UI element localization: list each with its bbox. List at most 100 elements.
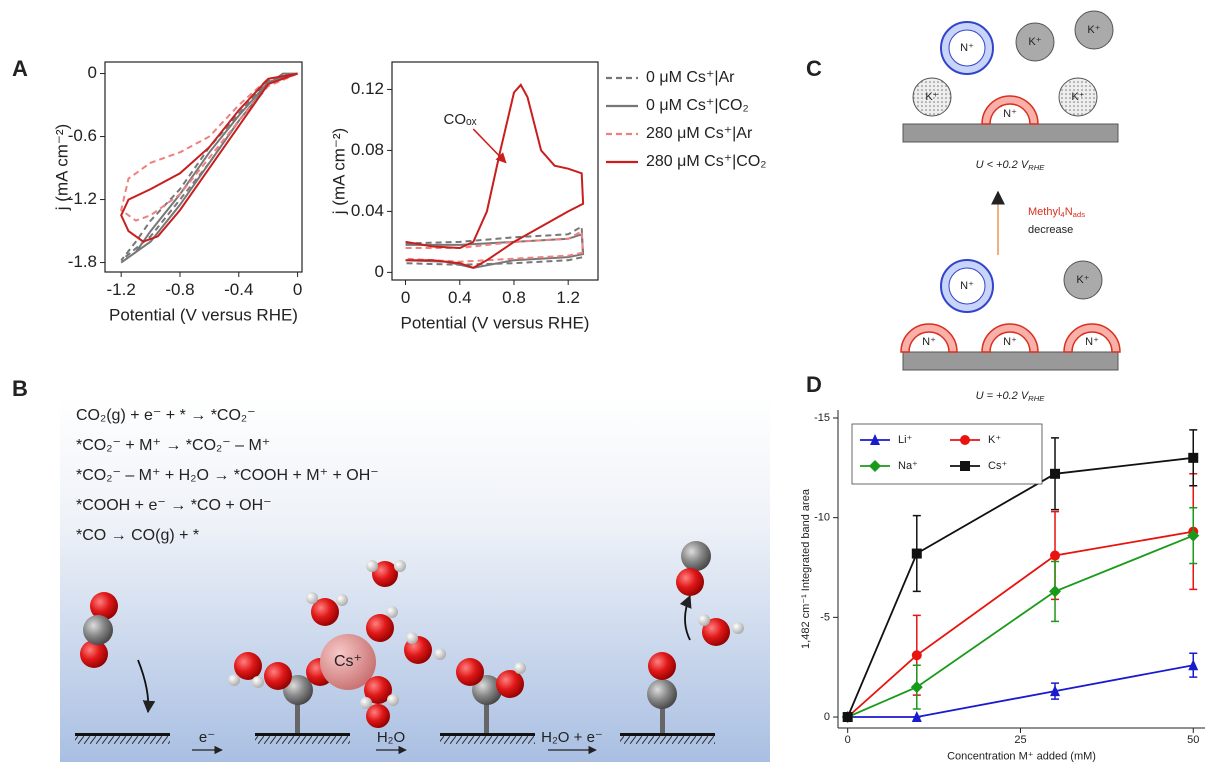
panel-label: D bbox=[806, 372, 822, 397]
marker bbox=[911, 711, 922, 723]
x-tick-label: 0 bbox=[401, 288, 410, 307]
legend-label: Cs⁺ bbox=[988, 460, 1007, 472]
x-axis-label: Potential (V versus RHE) bbox=[109, 306, 298, 325]
potential-label: U < +0.2 VRHE bbox=[976, 159, 1046, 172]
text-part: Methyl bbox=[1028, 206, 1060, 218]
y-tick-label: -0.6 bbox=[68, 126, 97, 145]
adsorbed-cation bbox=[1063, 323, 1121, 353]
x-tick-label: -1.2 bbox=[107, 280, 136, 299]
amine-label: N⁺ bbox=[960, 42, 974, 54]
x-axis-label: Concentration M⁺ added (mM) bbox=[947, 751, 1096, 763]
cation-label: Cs⁺ bbox=[334, 653, 362, 670]
y-tick-label: 0 bbox=[88, 63, 97, 82]
marker bbox=[911, 650, 922, 661]
amine-label: N⁺ bbox=[1003, 108, 1017, 120]
equation: *CO → CO(g) + * bbox=[76, 527, 199, 544]
x-tick-label: -0.8 bbox=[165, 280, 194, 299]
marker bbox=[1049, 585, 1062, 598]
legend-label: Na⁺ bbox=[898, 460, 918, 472]
text-part: U = +0.2 V bbox=[976, 390, 1030, 402]
legend-label: K⁺ bbox=[988, 434, 1001, 446]
equation: *CO₂⁻ – M⁺ + H₂O → *COOH + M⁺ + OH⁻ bbox=[76, 467, 379, 484]
x-tick-label: 0.8 bbox=[502, 288, 526, 307]
step-label: e⁻ bbox=[199, 729, 215, 746]
panel-label: A bbox=[12, 56, 28, 81]
subscript: RHE bbox=[1028, 163, 1045, 172]
x-tick-label: 0 bbox=[293, 280, 302, 299]
legend-label: 0 μM Cs⁺|Ar bbox=[646, 69, 735, 86]
amine-label: N⁺ bbox=[1085, 336, 1099, 348]
y-axis-label: j (mA cm⁻²) bbox=[329, 128, 348, 215]
equation: *CO₂⁻ + M⁺ → *CO₂⁻ – M⁺ bbox=[76, 437, 270, 454]
ion-label: K⁺ bbox=[925, 91, 938, 103]
series-line bbox=[120, 72, 298, 262]
equation: CO₂(g) + e⁻ + * → *CO₂⁻ bbox=[76, 407, 256, 424]
series-line bbox=[120, 72, 298, 243]
y-tick-label: -15 bbox=[814, 412, 830, 424]
panel-label: B bbox=[12, 376, 28, 401]
marker bbox=[960, 435, 970, 445]
plot-frame bbox=[391, 61, 599, 281]
y-tick-label: 0.04 bbox=[351, 201, 384, 220]
step-label: H₂O + e⁻ bbox=[541, 729, 603, 746]
subscript: ads bbox=[1073, 210, 1086, 219]
ion bbox=[1058, 77, 1098, 117]
equation: *COOH + e⁻ → *CO + OH⁻ bbox=[76, 497, 272, 514]
molecules bbox=[80, 541, 744, 755]
text-part: N bbox=[1065, 206, 1073, 218]
ion-label: K⁺ bbox=[1028, 36, 1041, 48]
x-tick-label: 0 bbox=[845, 734, 851, 746]
adsorbed-cation bbox=[981, 323, 1039, 353]
y-tick-label: -10 bbox=[814, 512, 830, 524]
y-tick-label: -1.2 bbox=[68, 189, 97, 208]
step-label: H₂O bbox=[377, 729, 405, 746]
ion-label: K⁺ bbox=[1071, 91, 1084, 103]
series-line bbox=[405, 83, 585, 269]
surfaces bbox=[75, 733, 715, 744]
marker bbox=[1050, 550, 1061, 561]
x-axis-label: Potential (V versus RHE) bbox=[401, 314, 590, 333]
series-line bbox=[847, 534, 1194, 718]
subscript: RHE bbox=[1028, 394, 1045, 403]
marker bbox=[869, 460, 881, 472]
subscript: 4 bbox=[1060, 210, 1065, 219]
series-line bbox=[120, 72, 298, 222]
cation-core bbox=[948, 29, 986, 67]
annotation-arrow bbox=[472, 128, 507, 164]
panel-label: C bbox=[806, 56, 822, 81]
cation-core bbox=[948, 267, 986, 305]
annotation: COₒₓ bbox=[444, 111, 477, 128]
y-tick-label: 0.08 bbox=[351, 140, 384, 159]
adsorbed-cation bbox=[981, 95, 1039, 125]
marker bbox=[1188, 452, 1199, 463]
y-axis-label: j (mA cm⁻²) bbox=[52, 124, 71, 211]
surface bbox=[902, 123, 1119, 143]
amine-label: N⁺ bbox=[960, 280, 974, 292]
y-tick-label: -5 bbox=[820, 611, 830, 623]
scheme-b: CO₂(g) + e⁻ + * → *CO₂⁻ *CO₂⁻ + M⁺ → *CO… bbox=[60, 395, 770, 762]
legend-label: 280 μM Cs⁺|CO₂ bbox=[646, 153, 767, 170]
marker bbox=[1050, 468, 1061, 479]
potential-label: U = +0.2 VRHE bbox=[976, 390, 1046, 403]
y-tick-label: 0.12 bbox=[351, 79, 384, 98]
y-tick-label: 0 bbox=[824, 711, 830, 723]
surface bbox=[902, 351, 1119, 371]
series-line bbox=[846, 456, 1194, 718]
series-line bbox=[847, 664, 1194, 718]
y-tick-label: 0 bbox=[375, 262, 384, 281]
arrow-label: decrease bbox=[1028, 224, 1073, 236]
marker bbox=[1188, 659, 1199, 671]
x-tick-label: 25 bbox=[1014, 734, 1026, 746]
legend-box bbox=[851, 423, 1043, 485]
adsorbed-cation bbox=[900, 323, 958, 353]
legend-label: 0 μM Cs⁺|CO₂ bbox=[646, 97, 749, 114]
marker bbox=[1050, 685, 1061, 697]
amine-label: N⁺ bbox=[1003, 336, 1017, 348]
x-tick-label: 50 bbox=[1187, 734, 1199, 746]
arrow-label: Methyl4Nads bbox=[1028, 206, 1085, 219]
y-axis-label: 1,482 cm⁻¹ Integrated band area bbox=[800, 488, 812, 649]
y-tick-label: -1.8 bbox=[68, 252, 97, 271]
ion bbox=[1015, 22, 1055, 62]
